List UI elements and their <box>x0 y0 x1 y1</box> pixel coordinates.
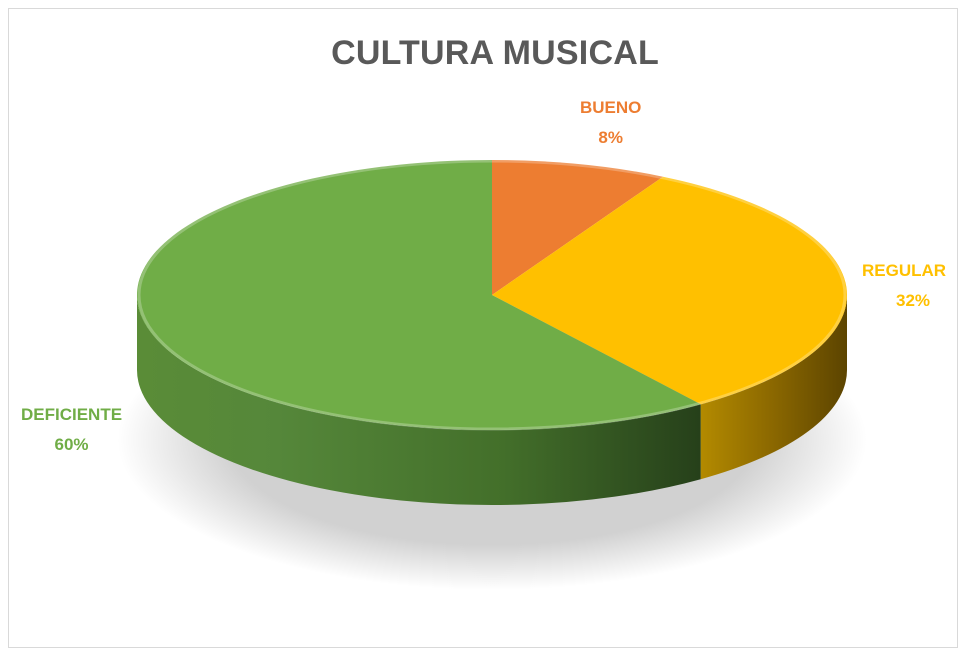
pie-side-deficiente <box>137 295 701 506</box>
pie-rim-highlight <box>137 159 847 431</box>
slice-label-bueno-category: BUENO <box>580 98 642 117</box>
pie-slice-bueno <box>492 160 664 295</box>
pie-side-regular <box>700 295 847 480</box>
slice-label-bueno: BUENO 8% <box>580 93 641 153</box>
pie-slice-regular <box>492 176 848 405</box>
slice-label-deficiente-category: DEFICIENTE <box>21 405 123 424</box>
pie-slice-deficiente <box>136 160 701 431</box>
slice-label-regular-value: 32% <box>896 291 931 310</box>
slice-label-regular-category: REGULAR <box>862 261 947 280</box>
slice-label-deficiente: DEFICIENTE 60% <box>21 400 122 460</box>
slice-label-bueno-value: 8% <box>598 128 623 147</box>
slice-label-deficiente-value: 60% <box>54 435 89 454</box>
chart-title: CULTURA MUSICAL <box>331 34 659 72</box>
slice-label-regular: REGULAR 32% <box>862 256 946 316</box>
